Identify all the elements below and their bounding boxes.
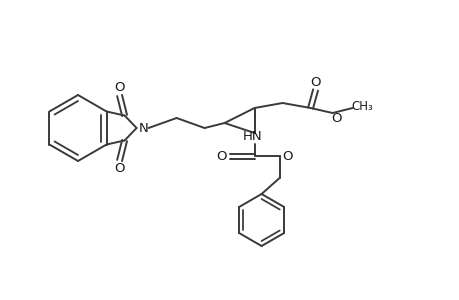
Text: O: O [282,149,292,163]
Text: O: O [216,149,226,163]
Text: N: N [139,122,148,134]
Text: O: O [330,112,341,125]
Text: O: O [114,162,124,175]
Text: O: O [310,76,320,88]
Text: CH₃: CH₃ [351,100,373,112]
Text: O: O [114,81,124,94]
Text: HN: HN [242,130,262,142]
